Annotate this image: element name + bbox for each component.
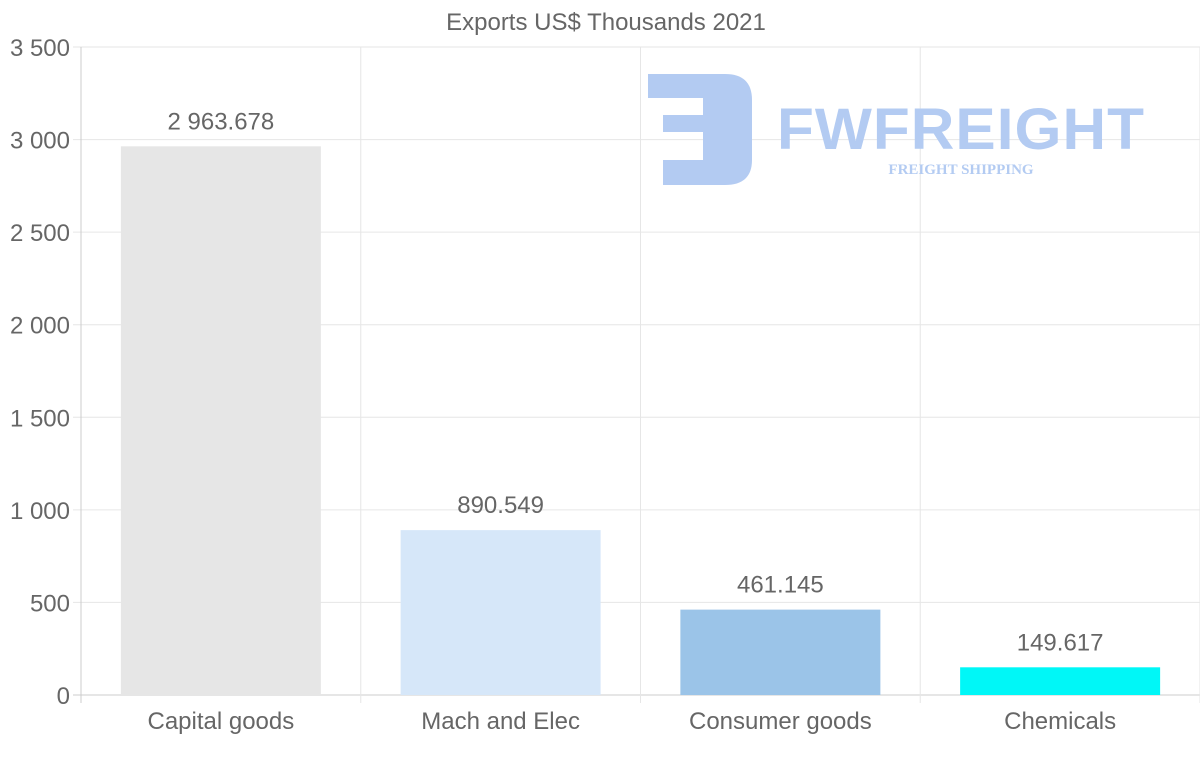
y-tick-label: 3 500 bbox=[10, 35, 70, 62]
y-tick-label: 3 000 bbox=[10, 128, 70, 155]
y-tick-label: 2 500 bbox=[10, 220, 70, 247]
data-label: 461.145 bbox=[737, 572, 824, 599]
y-tick-label: 2 000 bbox=[10, 313, 70, 340]
data-label: 149.617 bbox=[1017, 629, 1104, 656]
bar-chemicals[interactable] bbox=[960, 667, 1161, 695]
x-tick-label: Capital goods bbox=[147, 708, 294, 735]
x-tick-label: Consumer goods bbox=[689, 708, 872, 735]
y-tick-label: 1 000 bbox=[10, 498, 70, 525]
bar-mach-and-elec[interactable] bbox=[400, 530, 601, 695]
fwfreight-logo-watermark: FWFREIGHT FREIGHT SHIPPING bbox=[648, 74, 1145, 185]
logo-mark-icon bbox=[648, 74, 752, 185]
data-label: 890.549 bbox=[457, 492, 544, 519]
labels: 0 500 1 000 1 500 2 000 2 500 3 000 3 500 2 963.… bbox=[10, 35, 1116, 735]
bar-capital-goods[interactable] bbox=[120, 146, 321, 695]
y-tick-label: 500 bbox=[30, 590, 70, 617]
bars bbox=[120, 146, 1161, 695]
bar-consumer-goods[interactable] bbox=[680, 609, 881, 695]
y-tick-label: 0 bbox=[57, 683, 70, 710]
data-label: 2 963.678 bbox=[167, 108, 274, 135]
chart-title: Exports US$ Thousands 2021 bbox=[446, 9, 766, 36]
x-tick-label: Chemicals bbox=[1004, 708, 1116, 735]
y-tick-label: 1 500 bbox=[10, 405, 70, 432]
logo-tagline-text: FREIGHT SHIPPING bbox=[888, 162, 1033, 178]
logo-brand-text: FWFREIGHT bbox=[777, 97, 1145, 162]
x-tick-label: Mach and Elec bbox=[421, 708, 580, 735]
